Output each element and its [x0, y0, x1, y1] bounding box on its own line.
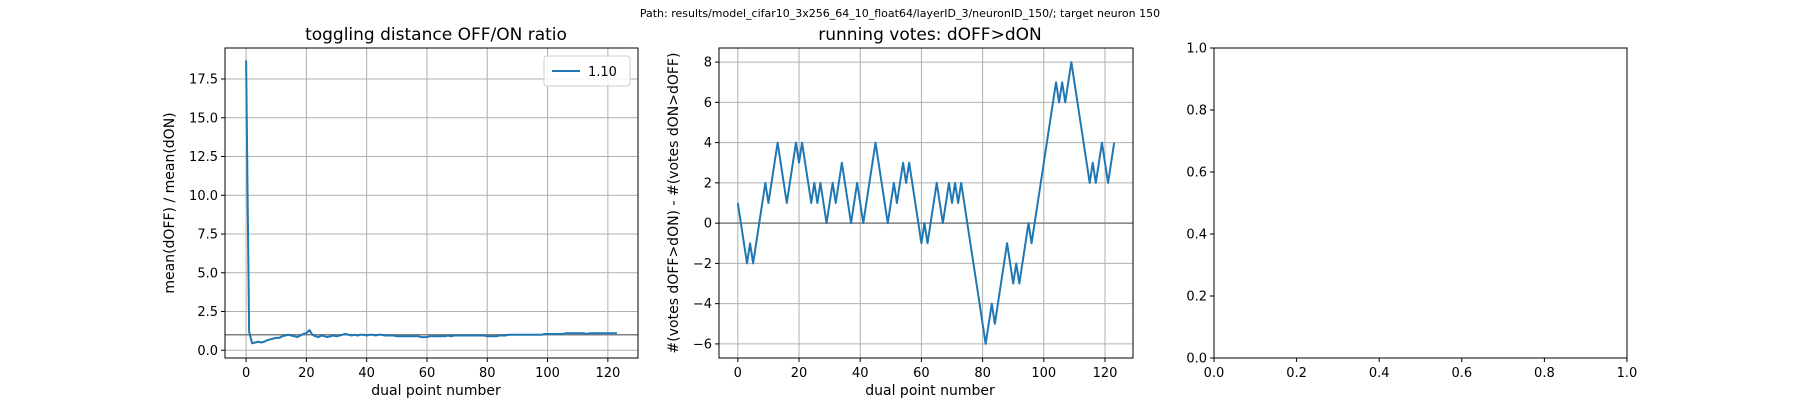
axes-frame: [1213, 47, 1628, 359]
y-tick-label: 2: [704, 176, 712, 191]
x-tick-label: 0.4: [1369, 366, 1390, 381]
legend-box: [543, 55, 631, 87]
x-tick-label: 0: [734, 366, 742, 381]
x-tick-label: 40: [852, 366, 869, 381]
chart-panel-ratio: toggling distance OFF/ON ratio dual poin…: [162, 25, 639, 399]
y-tick-label: 0.6: [1186, 166, 1207, 181]
legend-entry-label: 1.10: [588, 65, 617, 80]
chart-title: running votes: dOFF>dON: [818, 25, 1041, 45]
series-line: [245, 60, 617, 345]
x-tick-label: 100: [535, 366, 560, 381]
x-tick-label: 80: [974, 366, 991, 381]
axes-frame: [224, 47, 639, 359]
y-axis-label: #(votes dOFF>dON) - #(votes dON>dOFF): [666, 53, 682, 354]
y-tick-label: 0.2: [1186, 290, 1207, 305]
y-tick-label: 12.5: [189, 150, 218, 165]
x-tick-label: 0.0: [1204, 366, 1225, 381]
y-tick-label: 4: [704, 136, 712, 151]
y-tick-label: 0.0: [1186, 352, 1207, 367]
legend: 1.10: [543, 55, 631, 87]
plot-area: 0 20 40 60 80 100 120 −6 −4 −2 0 2 4 6 8: [693, 47, 1134, 381]
x-tick-label: 0: [242, 366, 250, 381]
y-tick-label: 17.5: [189, 73, 218, 88]
x-tick-label: 0.6: [1451, 366, 1472, 381]
y-axis-label: mean(dOFF) / mean(dON): [162, 112, 178, 293]
y-tick-label: 0: [704, 217, 712, 232]
plot-area: 0 20 40 60 80 100 120 0.0 2.5 5.0 7.5 10.0 12.5 15.0 1…: [189, 47, 639, 381]
x-tick-label: 80: [479, 366, 496, 381]
x-tick-label: 40: [358, 366, 375, 381]
y-tick-label: 10.0: [189, 189, 218, 204]
y-tick-label: 1.0: [1186, 42, 1207, 57]
y-tick-label: 2.5: [197, 305, 218, 320]
x-tick-label: 120: [595, 366, 620, 381]
chart-panel-empty: 0.0 0.2 0.4 0.6 0.8 1.0 0.0 0.2 0.4 0.6 0.8 1.0: [1186, 42, 1637, 382]
y-tick-label: −6: [693, 337, 712, 352]
plot-area: 0.0 0.2 0.4 0.6 0.8 1.0 0.0 0.2 0.4 0.6 0.8 1.0: [1186, 42, 1637, 382]
x-axis-label: dual point number: [371, 383, 501, 399]
y-tick-label: 0.0: [197, 344, 218, 359]
chart-title: toggling distance OFF/ON ratio: [305, 25, 567, 45]
figure-suptitle: Path: results/model_cifar10_3x256_64_10_…: [640, 7, 1160, 20]
y-tick-label: −2: [693, 257, 712, 272]
axes-frame: [718, 47, 1134, 359]
x-tick-label: 1.0: [1617, 366, 1638, 381]
y-tick-label: 0.8: [1186, 104, 1207, 119]
x-tick-label: 60: [419, 366, 436, 381]
y-tick-label: −4: [693, 297, 712, 312]
y-tick-label: 0.4: [1186, 228, 1207, 243]
x-tick-label: 0.8: [1534, 366, 1555, 381]
chart-panel-votes: running votes: dOFF>dON dual point numbe…: [666, 25, 1134, 399]
x-tick-label: 100: [1031, 366, 1056, 381]
y-tick-label: 15.0: [189, 111, 218, 126]
y-tick-label: 6: [704, 96, 712, 111]
x-axis-label: dual point number: [865, 383, 995, 399]
x-tick-label: 20: [298, 366, 315, 381]
x-tick-label: 120: [1093, 366, 1118, 381]
y-tick-label: 5.0: [197, 266, 218, 281]
x-tick-label: 60: [913, 366, 930, 381]
x-tick-label: 20: [791, 366, 808, 381]
y-tick-label: 7.5: [197, 228, 218, 243]
series-line: [736, 61, 1116, 345]
y-tick-label: 8: [704, 56, 712, 71]
x-tick-label: 0.2: [1286, 366, 1307, 381]
